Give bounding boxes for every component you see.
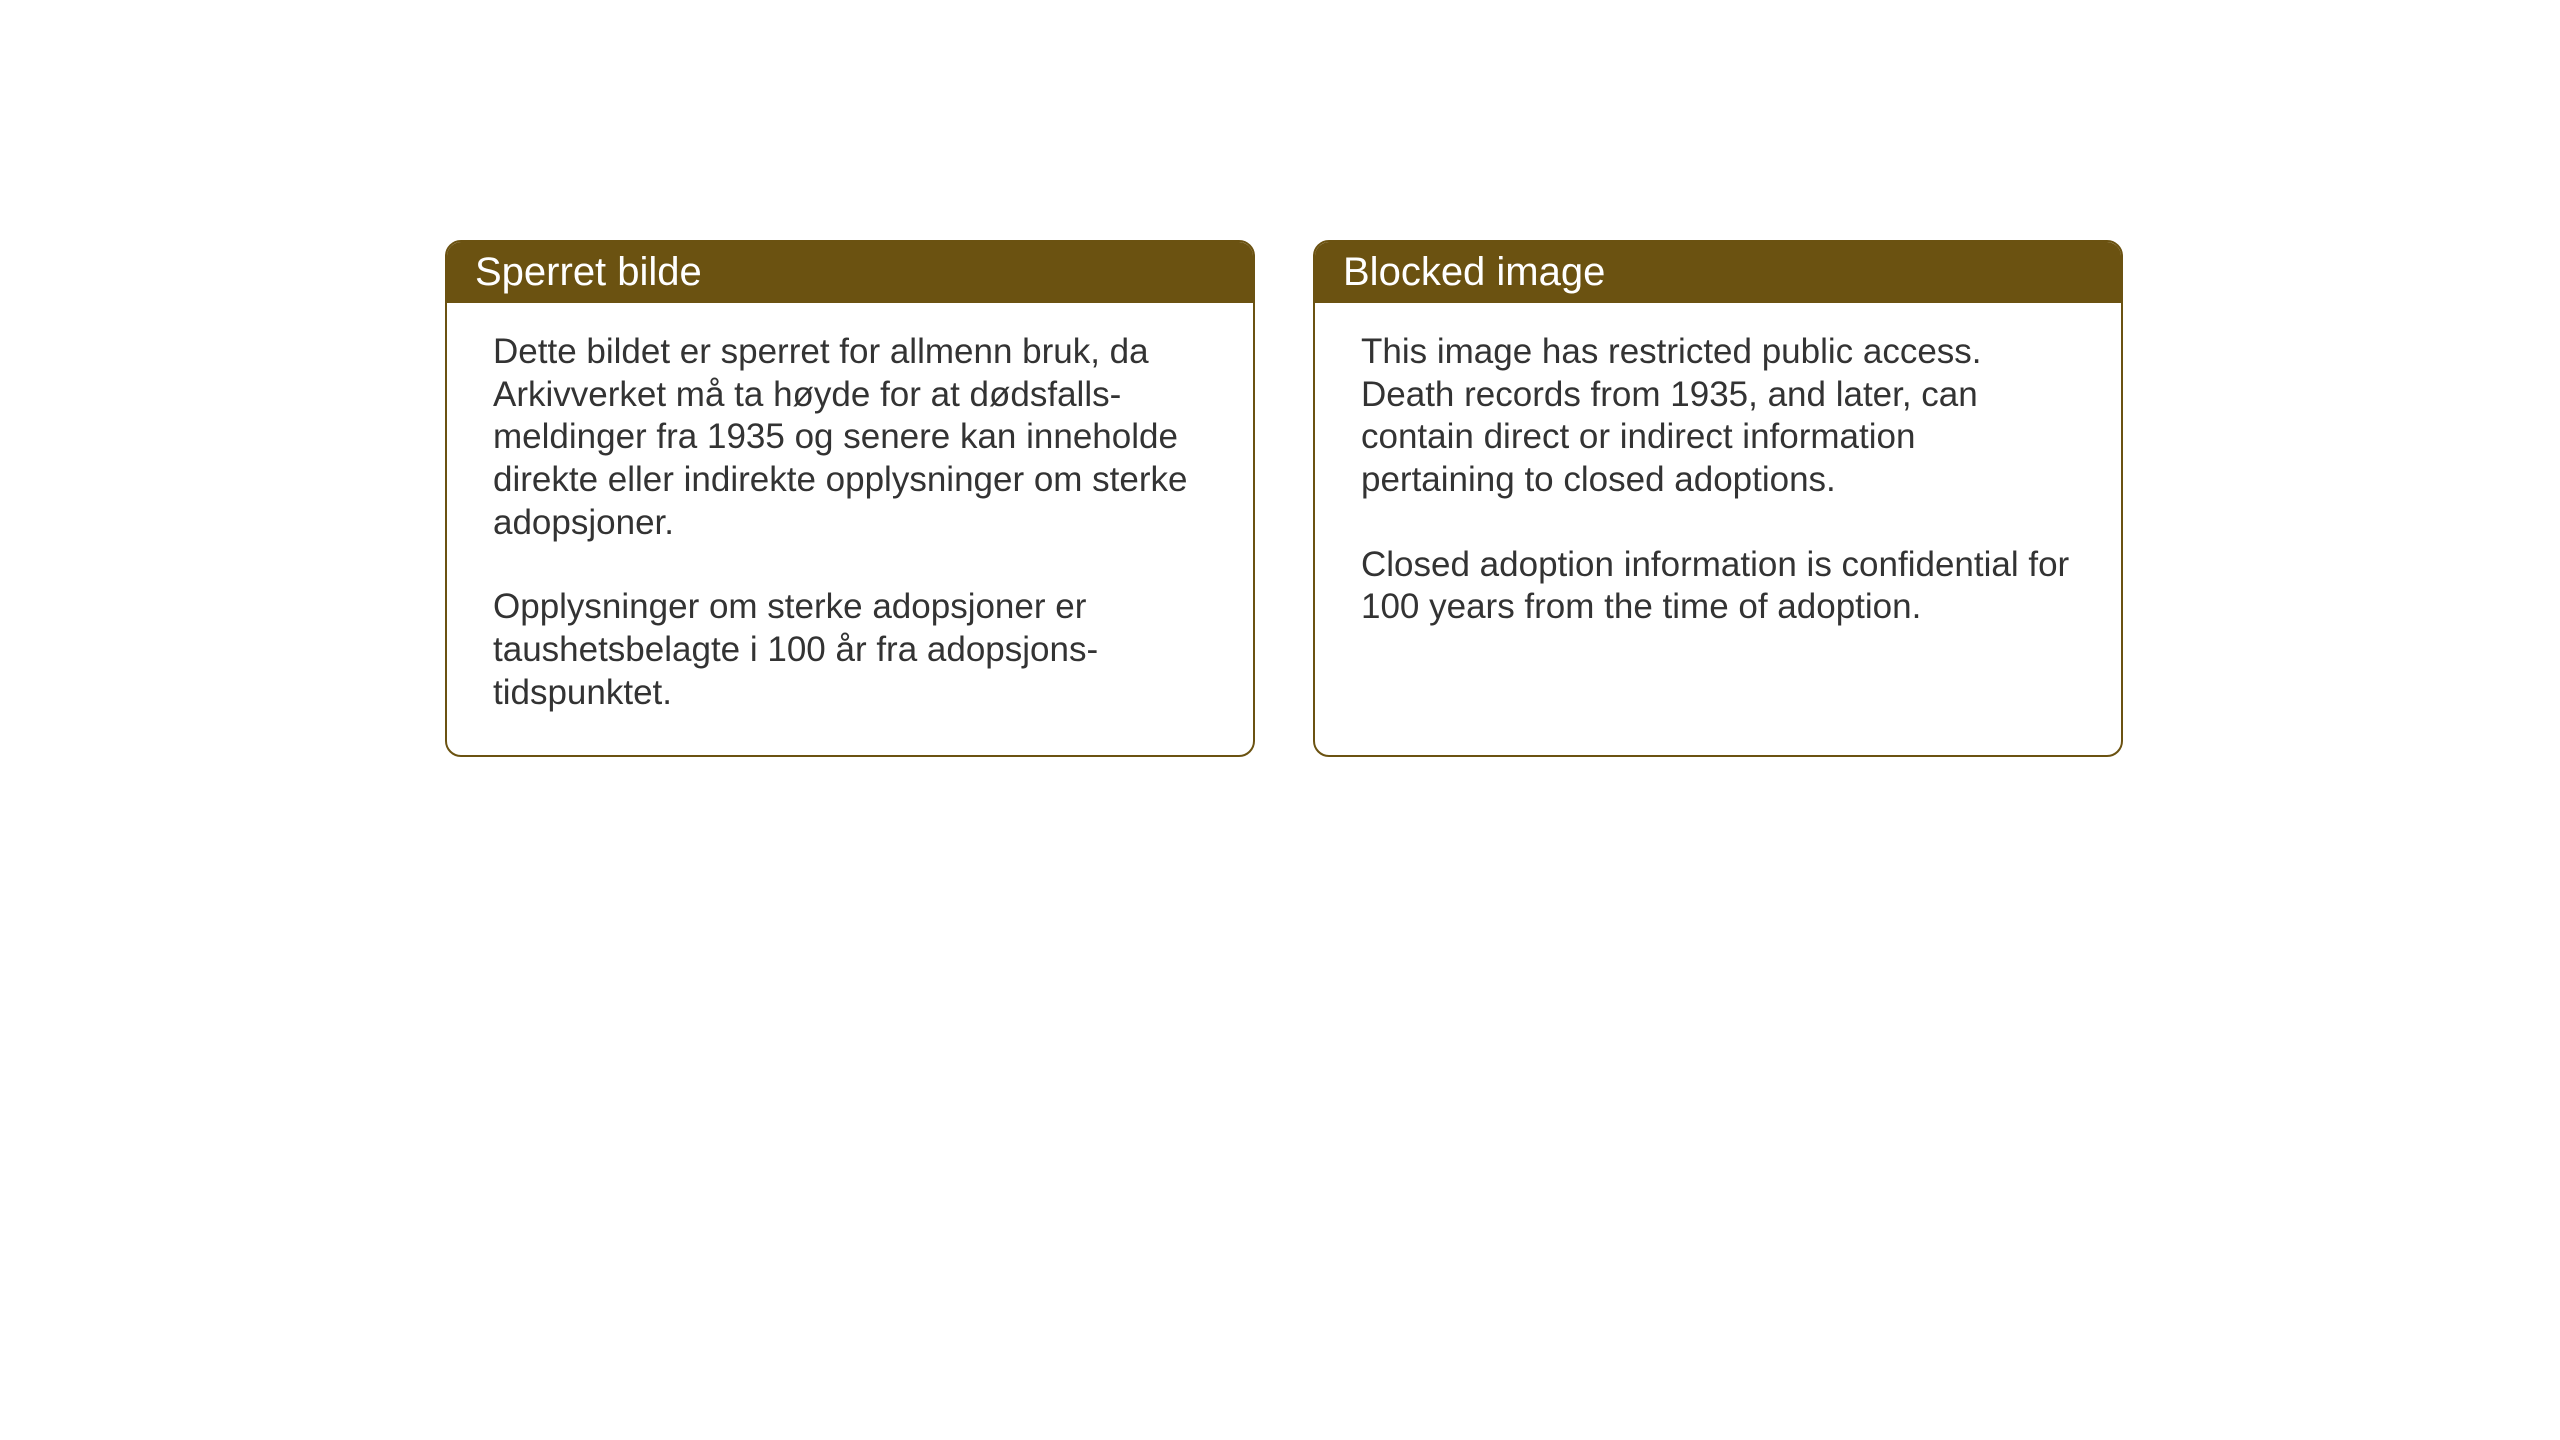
card-paragraph-english-1: This image has restricted public access.… (1361, 331, 2075, 502)
notice-card-norwegian: Sperret bilde Dette bildet er sperret fo… (445, 240, 1255, 757)
card-header-english: Blocked image (1315, 242, 2121, 303)
card-paragraph-english-2: Closed adoption information is confident… (1361, 544, 2075, 629)
card-title-norwegian: Sperret bilde (475, 250, 702, 294)
notice-container: Sperret bilde Dette bildet er sperret fo… (445, 240, 2123, 757)
notice-card-english: Blocked image This image has restricted … (1313, 240, 2123, 757)
card-body-norwegian: Dette bildet er sperret for allmenn bruk… (447, 303, 1253, 755)
card-title-english: Blocked image (1343, 250, 1605, 294)
card-body-english: This image has restricted public access.… (1315, 303, 2121, 669)
card-header-norwegian: Sperret bilde (447, 242, 1253, 303)
card-paragraph-norwegian-1: Dette bildet er sperret for allmenn bruk… (493, 331, 1207, 544)
card-paragraph-norwegian-2: Opplysninger om sterke adopsjoner er tau… (493, 586, 1207, 714)
